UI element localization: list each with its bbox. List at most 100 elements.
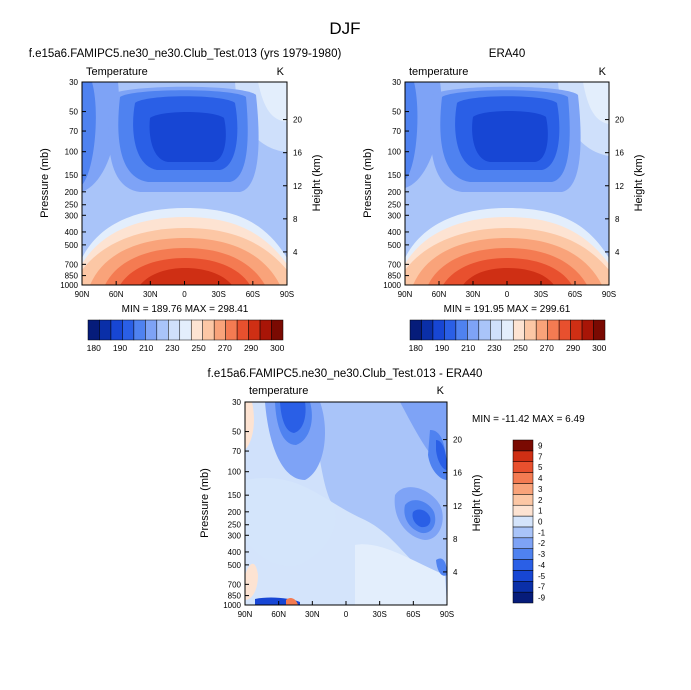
- colorbar-diff-swatch: [512, 461, 534, 473]
- panel-model-y-tick-label: 300: [65, 211, 79, 220]
- panel-model-y-tick-label: 200: [65, 188, 79, 197]
- colorbar-era40-swatch: [409, 319, 422, 341]
- panel-model-right-axis-label: Height (km): [311, 155, 323, 212]
- colorbar-model-label: 180: [87, 343, 101, 353]
- panel-diff-y-tick-label: 250: [228, 521, 242, 530]
- panel-era40-x-tick-label: 90N: [398, 290, 413, 299]
- panel-model-y-tick-label: 30: [69, 78, 78, 87]
- colorbar-era40-swatch: [547, 319, 560, 341]
- panel-model: f.e15a6.FAMIPC5.ne30_ne30.Club_Test.013 …: [29, 48, 342, 315]
- panel-model-field-label: Temperature: [86, 66, 148, 78]
- colorbar-diff-label: 9: [538, 441, 543, 450]
- colorbar-era40-swatch: [444, 319, 457, 341]
- colorbar-diff-swatch: [512, 537, 534, 549]
- colorbar-model-swatch: [236, 319, 249, 341]
- colorbar-model-swatch: [271, 319, 284, 341]
- panel-diff-x-tick-label: 90N: [238, 610, 253, 619]
- colorbar-diff-label: 1: [538, 507, 543, 516]
- colorbar-diff-swatch: [512, 559, 534, 571]
- colorbar-model-swatch: [145, 319, 158, 341]
- colorbar-diff-swatch: [512, 472, 534, 484]
- colorbar-diff-swatch: [512, 591, 534, 604]
- colorbar-model-swatch: [87, 319, 100, 341]
- colorbar-diff-swatch: [512, 483, 534, 495]
- panel-diff-y-tick-label: 700: [228, 580, 242, 589]
- colorbar-model-swatch: [156, 319, 169, 341]
- panel-diff-x-tick-label: 60N: [271, 610, 286, 619]
- colorbar-model-swatch: [168, 319, 181, 341]
- colorbar-diff-swatch: [512, 515, 534, 528]
- colorbar-diff-label: -3: [538, 550, 546, 559]
- panel-model-y-tick-label: 700: [65, 260, 79, 269]
- colorbar-era40-label: 250: [514, 343, 528, 353]
- panel-era40-y-tick-label: 150: [388, 171, 402, 180]
- colorbar-model-label: 290: [244, 343, 258, 353]
- colorbar-diff-swatch: [512, 450, 534, 462]
- colorbar-era40-label: 190: [435, 343, 449, 353]
- panel-diff-right-tick-label: 16: [453, 469, 462, 478]
- axes-layer: 3050701001502002503004005007008501000201…: [60, 78, 624, 619]
- panel-diff-y-tick-label: 150: [228, 491, 242, 500]
- panel-model-y-axis-label: Pressure (mb): [39, 148, 51, 218]
- panel-era40-right-tick-label: 20: [615, 116, 624, 125]
- panel-diff-x-tick-label: 30S: [373, 610, 387, 619]
- colorbar-model-swatch: [179, 319, 192, 341]
- panel-era40-y-tick-label: 50: [392, 108, 401, 117]
- panel-era40-right-tick-label: 16: [615, 149, 624, 158]
- colorbar-era40-swatch: [570, 319, 583, 341]
- panel-diff-y-tick-label: 30: [232, 398, 241, 407]
- panel-era40-contours: [405, 82, 609, 285]
- panel-model-right-tick-label: 8: [293, 215, 298, 224]
- panel-era40-y-tick-label: 400: [388, 228, 402, 237]
- colorbar-model-swatch: [202, 319, 215, 341]
- panel-diff-right-tick-label: 12: [453, 502, 462, 511]
- panel-diff-right-tick-label: 8: [453, 535, 458, 544]
- colorbar-era40-swatch: [501, 319, 514, 341]
- panel-diff-x-tick-label: 60S: [406, 610, 420, 619]
- colorbar-diff-label: 5: [538, 463, 543, 472]
- panel-model-y-tick-label: 150: [65, 171, 79, 180]
- colorbar-era40-swatch: [467, 319, 480, 341]
- panel-diff-y-tick-label: 300: [228, 531, 242, 540]
- colorbar-model-swatch: [248, 319, 261, 341]
- panel-diff-units: K: [437, 385, 445, 397]
- panel-model-x-tick-label: 60N: [109, 290, 124, 299]
- panel-diff-contours: [245, 402, 447, 605]
- colorbar-diff-swatch: [512, 439, 534, 452]
- panel-model-right-tick-label: 12: [293, 182, 302, 191]
- colorbar-era40-label: 180: [409, 343, 423, 353]
- colorbar-model-swatch: [225, 319, 238, 341]
- panel-era40-x-tick-label: 90S: [602, 290, 616, 299]
- panel-era40-right-axis-label: Height (km): [633, 155, 645, 212]
- colorbar-model-swatch: [122, 319, 135, 341]
- panel-era40-y-tick-label: 850: [388, 272, 402, 281]
- colorbar-era40-label: 300: [592, 343, 606, 353]
- panel-model-y-tick-label: 500: [65, 241, 79, 250]
- panel-model-y-tick-label: 850: [65, 272, 79, 281]
- panel-era40-y-tick-label: 500: [388, 241, 402, 250]
- panel-era40-right-tick-label: 4: [615, 248, 620, 257]
- colorbar-model-label: 270: [218, 343, 232, 353]
- colorbar-diff-label: 3: [538, 485, 543, 494]
- colorbar-era40-label: 270: [540, 343, 554, 353]
- panel-model-title: f.e15a6.FAMIPC5.ne30_ne30.Club_Test.013 …: [29, 48, 342, 60]
- panel-era40-y-tick-label: 1000: [383, 281, 401, 290]
- panel-diff-right-tick-label: 20: [453, 436, 462, 445]
- panel-model-right-tick-label: 20: [293, 116, 302, 125]
- panel-diff: f.e15a6.FAMIPC5.ne30_ne30.Club_Test.013 …: [199, 368, 585, 606]
- colorbar-diff-swatch: [512, 504, 534, 517]
- colorbar-diff-label: 7: [538, 452, 543, 461]
- panel-era40-x-tick-label: 30S: [534, 290, 548, 299]
- panel-model-y-tick-label: 70: [69, 127, 78, 136]
- panel-diff-y-tick-label: 70: [232, 447, 241, 456]
- panel-era40-right-tick-label: 8: [615, 215, 620, 224]
- panel-model-x-tick-label: 90S: [280, 290, 294, 299]
- colorbar-diff-label: -4: [538, 561, 546, 570]
- colorbar-model-label: 250: [192, 343, 206, 353]
- colorbar-era40-swatch: [490, 319, 503, 341]
- panel-model-y-tick-label: 100: [65, 148, 79, 157]
- panel-diff-y-tick-label: 500: [228, 561, 242, 570]
- colorbar-diff-swatch: [512, 526, 534, 539]
- panel-era40-units: K: [599, 66, 607, 78]
